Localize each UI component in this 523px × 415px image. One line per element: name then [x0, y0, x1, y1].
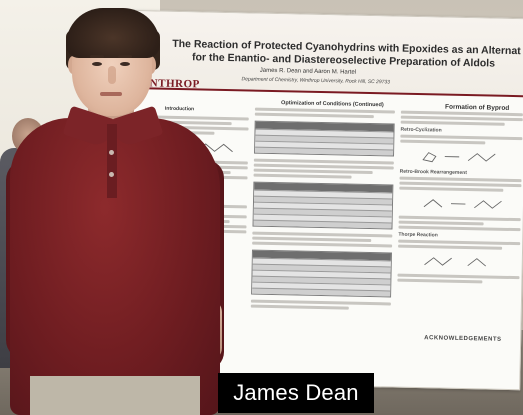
presenter-nose	[108, 66, 116, 84]
poster-column-right: Retro-Cyclization Retro-Brook Rearrangem…	[395, 109, 523, 381]
presenter-eye	[92, 62, 102, 66]
presenter-eyebrow	[90, 55, 104, 58]
presenter-mouth	[100, 92, 122, 96]
chemical-structure	[399, 194, 521, 215]
shirt-button	[109, 150, 114, 155]
chemical-structure	[400, 147, 522, 168]
presenter-pants	[30, 376, 200, 415]
presenter-eyebrow	[118, 55, 132, 58]
shirt-button	[109, 172, 114, 177]
presenter-hair	[66, 8, 160, 58]
name-caption: James Dean	[218, 373, 374, 413]
presenter-eye	[120, 62, 130, 66]
chemical-structure	[398, 252, 520, 273]
shirt-placket	[107, 124, 117, 198]
